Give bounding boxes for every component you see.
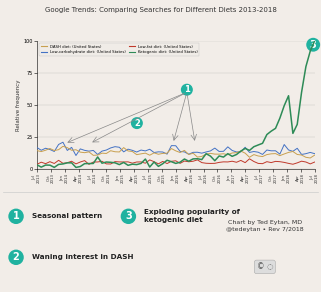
Y-axis label: Relative frequency: Relative frequency — [16, 79, 21, 131]
Text: 1: 1 — [184, 85, 190, 94]
Legend: DASH diet: (United States), Low-carbohydrate diet: (United States), Low-fat diet: DASH diet: (United States), Low-carbohyd… — [39, 43, 199, 56]
Text: 3: 3 — [310, 40, 317, 50]
Text: 2: 2 — [134, 119, 140, 128]
Text: Google Trends: Comparing Searches for Different Diets 2013-2018: Google Trends: Comparing Searches for Di… — [45, 7, 276, 13]
Text: 1: 1 — [13, 211, 20, 221]
Text: 3: 3 — [125, 211, 132, 221]
Text: © ◌: © ◌ — [256, 263, 273, 271]
Text: Chart by Ted Eytan, MD
@tedeytan • Rev 7/2018: Chart by Ted Eytan, MD @tedeytan • Rev 7… — [226, 220, 304, 232]
Text: Exploding popularity of
ketogenic diet: Exploding popularity of ketogenic diet — [144, 209, 240, 223]
Text: Waning interest in DASH: Waning interest in DASH — [32, 254, 134, 260]
Text: 2: 2 — [13, 252, 20, 262]
Text: Seasonal pattern: Seasonal pattern — [32, 213, 102, 219]
